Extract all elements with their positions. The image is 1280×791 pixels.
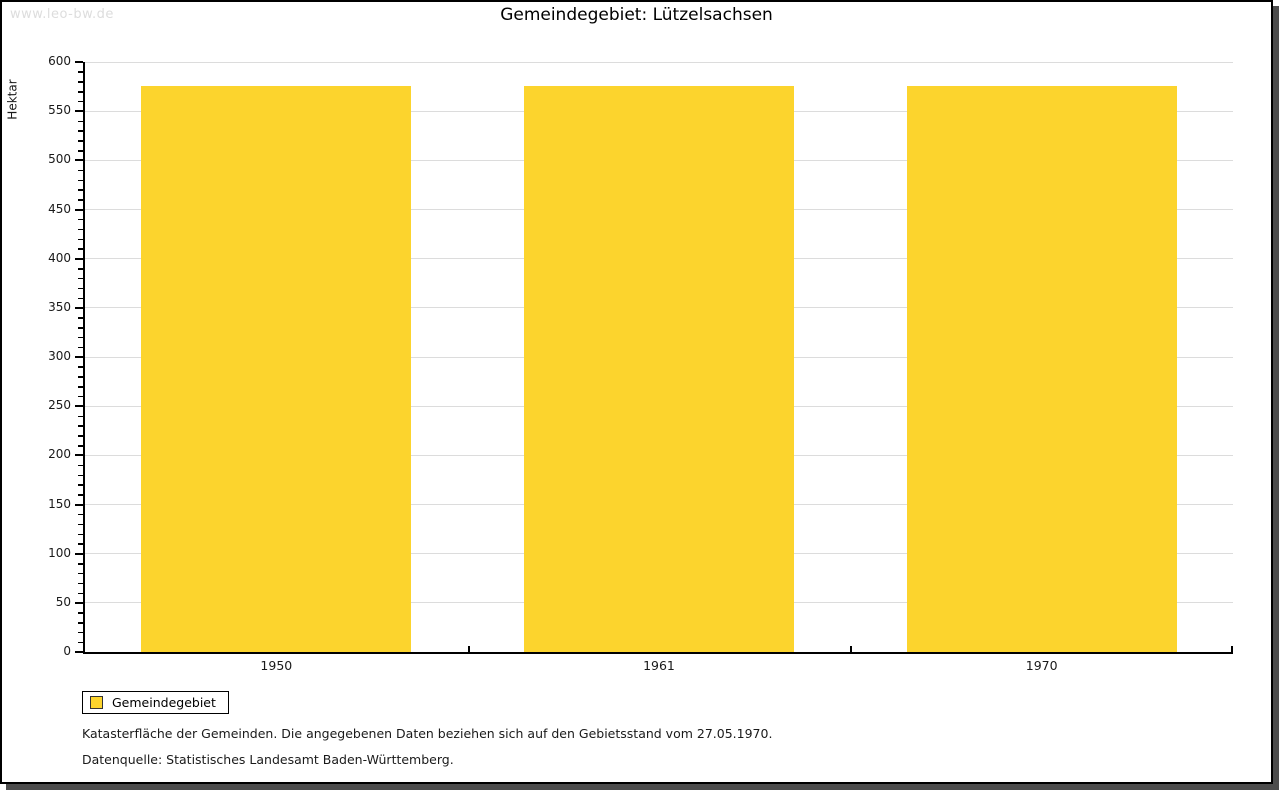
- y-axis-minor-tick: [78, 484, 83, 486]
- y-axis-minor-tick: [78, 435, 83, 437]
- y-axis-minor-tick: [78, 582, 83, 585]
- y-axis-minor-tick: [78, 327, 83, 329]
- y-axis-minor-tick: [78, 543, 83, 545]
- y-axis-major-tick: [75, 257, 83, 260]
- x-axis-boundary-tick: [467, 646, 470, 652]
- y-axis-tick-label: 300: [48, 349, 71, 363]
- y-axis-tick-label: 100: [48, 545, 71, 560]
- y-axis-major-tick: [75, 454, 83, 457]
- y-axis-major-tick: [75, 306, 83, 309]
- bar-1970[interactable]: [906, 85, 1177, 652]
- y-axis-major-tick: [75, 651, 83, 653]
- y-axis-minor-tick: [78, 563, 83, 565]
- y-axis-minor-tick: [78, 169, 83, 172]
- y-axis-minor-tick: [78, 523, 83, 526]
- x-axis-tick-label: 1970: [1025, 658, 1058, 673]
- y-axis-minor-tick: [78, 287, 83, 290]
- y-axis-tick-label: 350: [48, 299, 71, 314]
- y-axis-minor-tick: [78, 366, 83, 368]
- legend-label: Gemeindegebiet: [112, 695, 216, 710]
- y-axis-minor-tick: [78, 81, 83, 83]
- y-axis-minor-tick: [78, 445, 83, 447]
- chart-title: Gemeindegebiet: Lützelsachsen: [500, 5, 773, 25]
- legend: Gemeindegebiet: [82, 691, 229, 714]
- y-axis-tick-label: 400: [48, 250, 71, 265]
- x-axis-tick-label: 1961: [643, 658, 675, 673]
- bar-1961[interactable]: [524, 85, 794, 652]
- y-axis-minor-tick: [78, 631, 83, 634]
- y-axis-tick-label: 600: [48, 54, 71, 68]
- y-axis-tick-label: 50: [55, 594, 71, 609]
- x-axis-tick-label: 1950: [260, 658, 293, 673]
- y-axis-minor-tick: [78, 415, 83, 417]
- y-axis-minor-tick: [78, 612, 83, 614]
- y-axis-minor-tick: [78, 513, 83, 516]
- legend-swatch: [90, 696, 103, 709]
- y-axis-minor-tick: [78, 376, 83, 378]
- y-axis-tick-label: 550: [48, 103, 71, 118]
- y-axis-major-tick: [75, 552, 83, 555]
- y-axis-title: Hektar: [5, 79, 20, 120]
- y-axis-minor-tick: [78, 189, 83, 191]
- y-axis-major-tick: [75, 159, 83, 162]
- y-axis-minor-tick: [78, 199, 83, 201]
- footnote-source: Datenquelle: Statistisches Landesamt Bad…: [82, 752, 454, 767]
- y-axis-major-tick: [75, 405, 83, 408]
- y-axis-minor-tick: [78, 91, 83, 93]
- y-axis-minor-tick: [78, 474, 83, 476]
- y-axis-major-tick: [75, 208, 83, 211]
- y-axis-minor-tick: [78, 425, 83, 427]
- y-axis-tick-label: 150: [48, 496, 71, 511]
- y-axis-minor-tick: [78, 533, 83, 535]
- y-axis-minor-tick: [78, 140, 83, 142]
- x-axis-boundary-tick: [1231, 646, 1233, 652]
- y-axis-tick-label: 450: [48, 201, 71, 216]
- y-axis-minor-tick: [78, 228, 83, 231]
- y-axis-minor-tick: [78, 238, 83, 240]
- footnote-description: Katasterfläche der Gemeinden. Die angege…: [82, 726, 773, 741]
- bar-1950[interactable]: [141, 85, 412, 652]
- y-axis-tick-label: 0: [63, 644, 71, 658]
- y-axis-minor-tick: [78, 336, 83, 339]
- y-axis-minor-tick: [78, 395, 83, 398]
- y-axis-tick-label: 200: [48, 447, 71, 462]
- y-axis-tick-label: 250: [48, 398, 71, 413]
- y-axis-minor-tick: [78, 248, 83, 250]
- y-axis-minor-tick: [78, 494, 83, 496]
- y-axis-minor-tick: [78, 150, 83, 152]
- y-axis-minor-tick: [78, 71, 83, 73]
- watermark: www.leo-bw.de: [10, 7, 114, 22]
- y-axis-minor-tick: [78, 641, 83, 644]
- y-axis-minor-tick: [78, 218, 83, 221]
- y-axis-major-tick: [75, 110, 83, 113]
- y-axis-minor-tick: [78, 317, 83, 319]
- y-axis-minor-tick: [78, 346, 83, 349]
- y-axis-minor-tick: [78, 179, 83, 181]
- y-axis-minor-tick: [78, 386, 83, 388]
- y-axis-minor-tick: [78, 277, 83, 280]
- plot-area: 0 50 100 150 200 250 300 350 400 450 500 550 600 1950…: [48, 54, 1233, 673]
- y-axis-minor-tick: [78, 100, 83, 103]
- y-axis-minor-tick: [78, 592, 83, 594]
- y-axis-major-tick: [75, 601, 83, 604]
- y-axis-minor-tick: [78, 572, 83, 575]
- x-axis-boundary-tick: [850, 646, 853, 652]
- y-axis-minor-tick: [78, 120, 83, 122]
- y-axis-minor-tick: [78, 297, 83, 299]
- y-axis-minor-tick: [78, 130, 83, 132]
- y-axis-tick-label: 500: [48, 152, 71, 167]
- y-axis-minor-tick: [78, 622, 83, 624]
- y-axis-major-tick: [75, 356, 83, 358]
- y-axis-minor-tick: [78, 464, 83, 467]
- y-axis-major-tick: [75, 61, 83, 63]
- y-axis-minor-tick: [78, 268, 83, 270]
- gridline: [85, 61, 1233, 63]
- y-axis-major-tick: [75, 503, 83, 506]
